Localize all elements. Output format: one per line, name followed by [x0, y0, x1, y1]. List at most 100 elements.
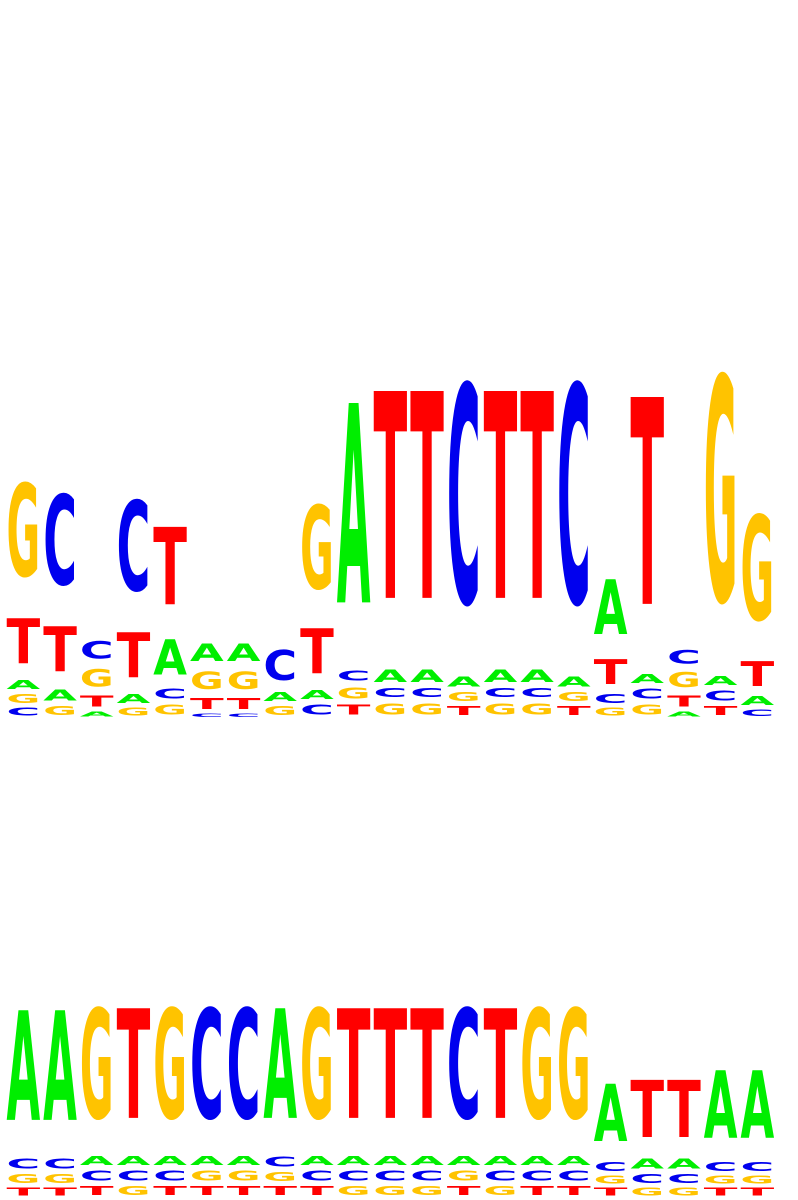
letter-A-pos12: A [410, 666, 444, 686]
letter-C-pos18: C [630, 686, 664, 702]
letter-A-pos18: A [630, 1156, 664, 1172]
letter-C-pos2: C [43, 1156, 77, 1172]
letter-G-pos6: G [190, 1169, 224, 1185]
letter-C-pos17: C [594, 692, 628, 706]
letter-C-pos20: C [704, 1160, 738, 1174]
letter-T-pos17: T [594, 1186, 629, 1198]
letter-G-pos7: G [227, 667, 261, 695]
letter-C-pos3: C [80, 1168, 114, 1184]
letter-T-pos6: T [190, 695, 224, 713]
letter-T-pos15: T [520, 336, 554, 666]
letter-A-pos21: A [741, 1053, 775, 1160]
letter-G-pos8: G [263, 704, 297, 718]
letter-C-pos6: C [190, 980, 224, 1154]
letter-A-pos14: A [484, 1154, 518, 1168]
letter-G-pos9: G [300, 980, 334, 1155]
letter-T-pos7: T [227, 1184, 261, 1198]
letter-A-pos4: A [117, 692, 151, 706]
letter-T-pos16: T [557, 704, 591, 718]
letter-T-pos13: T [447, 1184, 481, 1198]
letter-A-pos10: A [337, 1154, 371, 1168]
letter-G-pos9: G [300, 483, 334, 616]
letter-T-pos5: T [153, 1184, 187, 1198]
letter-T-pos20: T [704, 704, 738, 718]
letter-A-pos20: A [704, 674, 738, 688]
letter-C-pos15: C [520, 1168, 554, 1184]
letter-G-pos10: G [337, 1184, 371, 1198]
letter-T-pos10: T [337, 980, 371, 1155]
letter-A-pos8: A [263, 979, 297, 1154]
letter-A-pos15: A [520, 1154, 554, 1168]
letter-T-pos19: T [667, 1065, 701, 1156]
letter-C-pos18: C [630, 1172, 664, 1186]
letter-G-pos12: G [410, 1184, 444, 1198]
letter-T-pos21: T [741, 655, 775, 694]
letter-G-pos13: G [447, 690, 481, 704]
letter-C-pos5: C [153, 1168, 187, 1184]
letter-T-pos18: T [630, 342, 664, 672]
letter-C-pos19: C [667, 1172, 701, 1186]
letter-G-pos15: G [520, 980, 554, 1155]
letter-A-pos8: A [263, 690, 297, 704]
letter-C-pos21: C [741, 708, 775, 718]
letter-C-pos10: C [337, 668, 371, 684]
letter-T-pos19: T [667, 692, 701, 710]
letter-G-pos18: G [630, 1186, 664, 1198]
letter-C-pos12: C [410, 1168, 444, 1184]
letter-G-pos10: G [337, 684, 371, 702]
letter-T-pos12: T [410, 336, 444, 666]
letter-G-pos15: G [520, 700, 554, 718]
letter-G-pos20: G [704, 314, 738, 673]
letter-C-pos8: C [263, 643, 297, 690]
letter-T-pos9: T [300, 1184, 334, 1198]
letter-A-pos11: A [374, 666, 408, 686]
letter-T-pos5: T [153, 507, 187, 630]
letter-T-pos11: T [374, 980, 408, 1155]
letter-A-pos1: A [7, 981, 41, 1156]
letter-A-pos9: A [300, 688, 334, 702]
letter-A-pos11: A [374, 1154, 408, 1168]
letter-G-pos1: G [7, 1172, 41, 1186]
letter-A-pos2: A [43, 981, 77, 1156]
letter-T-pos4: T [117, 980, 151, 1155]
letter-C-pos15: C [520, 686, 554, 700]
letter-T-pos6: T [190, 1184, 224, 1198]
letter-T-pos17: T [594, 653, 628, 692]
letter-C-pos11: C [374, 686, 408, 700]
letter-A-pos18: A [630, 672, 664, 686]
letter-T-pos3: T [80, 692, 114, 710]
letter-C-pos7: C [227, 713, 261, 718]
letter-T-pos1: T [7, 607, 41, 679]
letter-T-pos9: T [300, 617, 334, 689]
letter-A-pos3: A [80, 710, 114, 718]
letter-G-pos3: G [80, 980, 114, 1155]
letter-T-pos7: T [227, 695, 261, 713]
letter-A-pos13: A [447, 1154, 481, 1168]
letter-C-pos7: C [227, 980, 261, 1154]
letter-G-pos21: G [741, 486, 775, 653]
letter-A-pos12: A [410, 1154, 444, 1168]
letter-G-pos11: G [374, 1184, 408, 1198]
letter-A-pos6: A [190, 639, 224, 667]
letter-A-pos3: A [80, 1154, 114, 1168]
sequence-logo-bottom: TGCATGCATCAGGCATTCAGTGACTGACTGCATCAGGCAT… [7, 979, 776, 1198]
letter-T-pos8: T [263, 1184, 297, 1198]
letter-G-pos5: G [153, 980, 187, 1155]
letter-C-pos6: C [190, 713, 224, 718]
letter-G-pos17: G [594, 706, 628, 718]
letter-C-pos4: C [117, 1168, 151, 1184]
letter-T-pos10: T [337, 702, 371, 718]
letter-G-pos2: G [43, 704, 77, 718]
letter-C-pos17: C [594, 1160, 628, 1174]
letter-T-pos18: T [630, 1065, 664, 1156]
sequence-logo-top: CGATGGATCATGCGATCGCATCTGACTGAGACCATGTGCA… [7, 314, 775, 718]
letter-A-pos16: A [557, 674, 591, 690]
letter-T-pos15: T [520, 1184, 554, 1198]
letter-G-pos11: G [374, 700, 408, 718]
letter-G-pos12: G [410, 700, 444, 718]
letter-A-pos20: A [704, 1053, 738, 1160]
letter-C-pos9: C [300, 702, 334, 718]
letter-G-pos7: G [227, 1169, 261, 1185]
letter-G-pos19: G [667, 668, 701, 692]
